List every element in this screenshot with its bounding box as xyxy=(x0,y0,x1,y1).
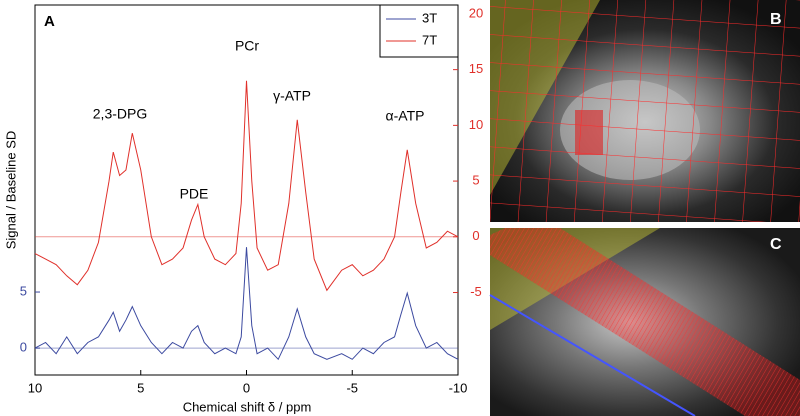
series-line xyxy=(34,80,459,292)
annotation: α-ATP xyxy=(386,108,425,124)
legend xyxy=(379,4,459,58)
y2-tick-label: 0 xyxy=(472,228,479,243)
x-tick-label: 0 xyxy=(243,380,250,395)
image-label: C xyxy=(770,236,782,253)
x-tick-label: -10 xyxy=(449,380,468,395)
image-b xyxy=(490,0,800,222)
y2-tick-label: 15 xyxy=(469,61,483,76)
x-tick-label: 5 xyxy=(137,380,144,395)
annotation: PCr xyxy=(235,38,259,54)
legend-label: 7T xyxy=(422,32,437,47)
y-tick-label: 0 xyxy=(20,340,27,355)
x-axis-label: Chemical shift δ / ppm xyxy=(183,399,312,414)
x-tick-label: 10 xyxy=(28,380,42,395)
legend-label: 3T xyxy=(422,10,437,25)
y2-tick-label: -5 xyxy=(470,284,482,299)
annotation: PDE xyxy=(180,186,209,202)
y-axis-label: Signal / Baseline SD xyxy=(3,131,18,250)
annotation: 2,3-DPG xyxy=(93,106,147,122)
plot-frame xyxy=(34,4,459,376)
image-label: B xyxy=(770,11,782,28)
x-tick-label: -5 xyxy=(346,380,358,395)
y2-tick-label: 10 xyxy=(469,117,483,132)
y2-tick-label: 20 xyxy=(469,5,483,20)
series-line xyxy=(34,247,459,361)
annotation: γ-ATP xyxy=(273,88,311,104)
y-tick-label: 5 xyxy=(20,283,27,298)
panel-label: A xyxy=(44,13,55,30)
image-c xyxy=(489,228,800,416)
y2-tick-label: 5 xyxy=(472,173,479,188)
